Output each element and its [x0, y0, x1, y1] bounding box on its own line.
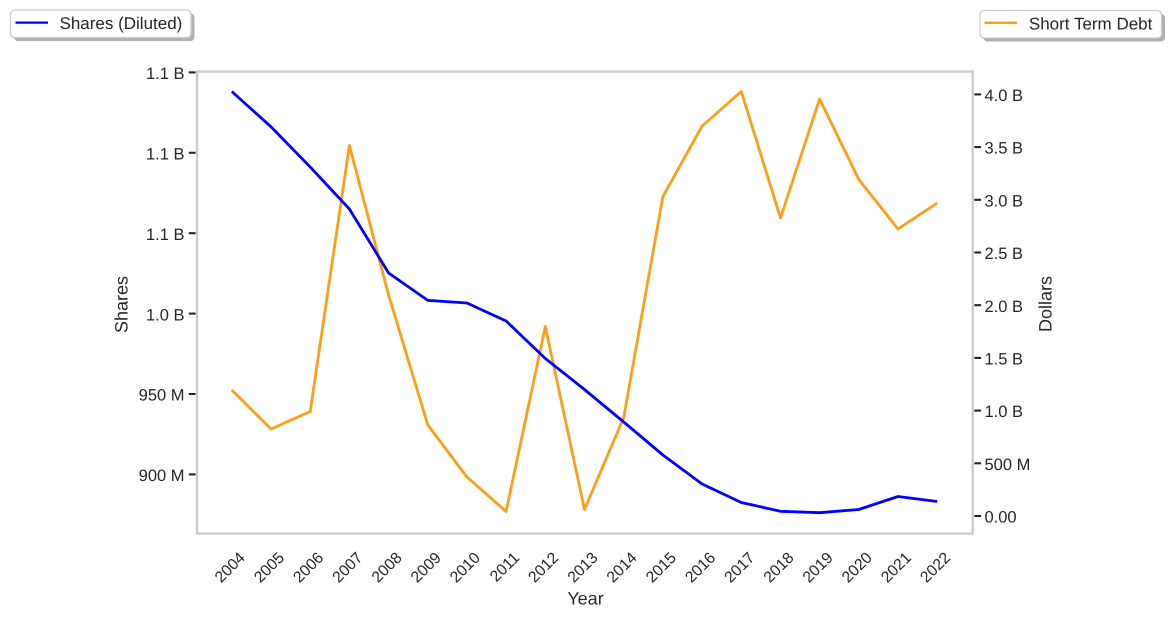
svg-text:900 M: 900 M	[139, 467, 185, 485]
svg-text:Shares: Shares	[112, 276, 132, 333]
svg-text:Year: Year	[567, 589, 603, 609]
svg-text:1.5 B: 1.5 B	[985, 351, 1024, 369]
svg-text:2.5 B: 2.5 B	[985, 245, 1024, 263]
svg-text:1.1 B: 1.1 B	[146, 146, 185, 164]
svg-text:Dollars: Dollars	[1036, 276, 1056, 332]
svg-text:0.00: 0.00	[985, 509, 1017, 527]
svg-text:1.1 B: 1.1 B	[146, 65, 185, 83]
svg-text:950 M: 950 M	[139, 387, 185, 405]
svg-text:500 M: 500 M	[985, 456, 1031, 474]
svg-text:1.0 B: 1.0 B	[146, 306, 185, 324]
svg-text:1.0 B: 1.0 B	[985, 403, 1024, 421]
svg-text:2.0 B: 2.0 B	[985, 298, 1024, 316]
svg-text:Shares (Diluted): Shares (Diluted)	[60, 14, 183, 33]
svg-text:1.1 B: 1.1 B	[146, 226, 185, 244]
svg-text:Short Term Debt: Short Term Debt	[1029, 15, 1153, 34]
svg-text:3.0 B: 3.0 B	[985, 192, 1024, 210]
svg-text:3.5 B: 3.5 B	[985, 140, 1024, 158]
svg-text:4.0 B: 4.0 B	[985, 87, 1024, 105]
